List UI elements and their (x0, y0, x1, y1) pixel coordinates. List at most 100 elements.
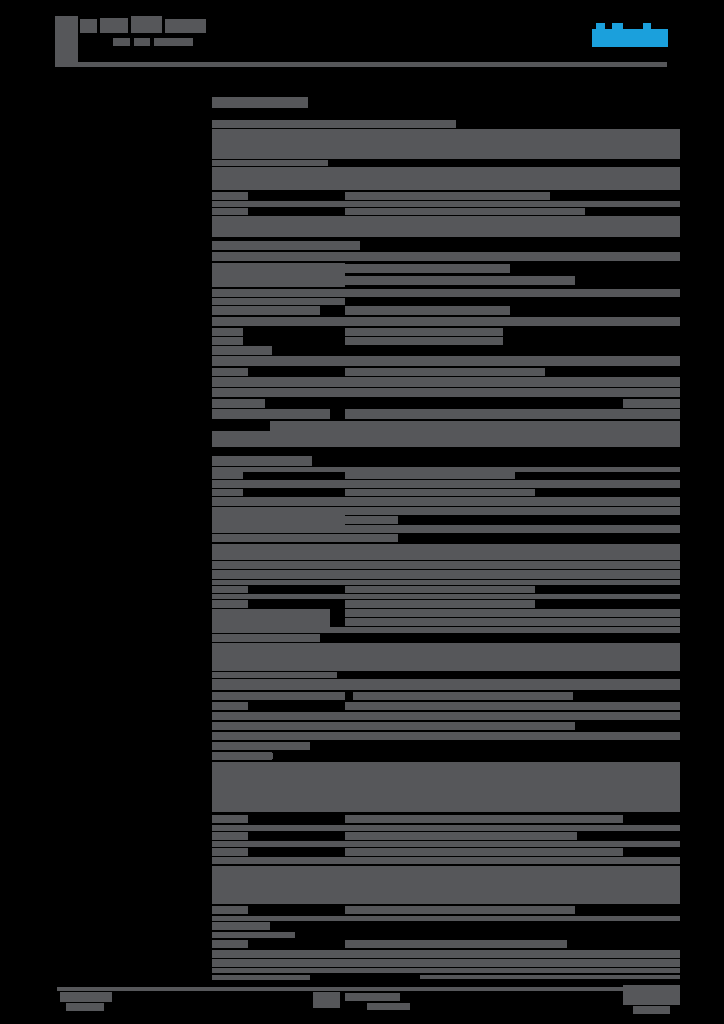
spec-row-bar (212, 377, 680, 387)
spec-row-bar (212, 712, 680, 720)
spec-label-bar (212, 672, 337, 678)
spec-row-bar (212, 570, 680, 579)
spec-row-bar (212, 732, 680, 740)
spec-label-bar (212, 192, 248, 200)
spec-row-bar (212, 968, 680, 973)
spec-row-bar (212, 679, 680, 690)
spec-value-bar (345, 368, 545, 376)
spec-row-bar (212, 841, 680, 847)
spec-value-bar (345, 264, 510, 273)
spec-label-bar (212, 940, 248, 948)
spec-value-bar (345, 940, 567, 948)
spec-row-bar (212, 356, 680, 366)
spec-label-bar (212, 848, 248, 856)
spec-value-bar (345, 906, 575, 914)
spec-label-bar (212, 409, 330, 419)
product-thumbnail-block (55, 16, 78, 62)
spec-value-bar (345, 208, 585, 215)
spec-row-bar (212, 950, 680, 958)
spec-value-bar (353, 692, 573, 700)
spec-label-bar (212, 263, 345, 287)
product-subtitle-word (113, 38, 130, 46)
paragraph-block-bar (212, 762, 680, 812)
section-heading-bar (212, 752, 272, 760)
spec-label-bar (212, 306, 320, 315)
product-title-word (80, 19, 97, 33)
spec-row-bar (212, 317, 680, 326)
spec-label-bar (212, 472, 243, 479)
hager-logo-part (596, 23, 605, 30)
spec-label-bar (212, 507, 345, 533)
spec-value-bar (345, 276, 575, 285)
spec-value-bar (345, 586, 535, 593)
spec-label-bar (212, 534, 398, 542)
spec-row-bar (212, 388, 680, 397)
spec-value-bar (345, 192, 550, 200)
spec-row-bar (212, 480, 680, 488)
paragraph-block-bar (212, 216, 680, 237)
spec-label-bar (212, 815, 248, 823)
spec-row-bar (212, 289, 680, 297)
spec-value-bar (345, 409, 680, 419)
spec-value-bar (345, 832, 577, 840)
spec-value-bar (345, 702, 680, 710)
spec-label-bar (212, 702, 248, 710)
spec-value-bar (623, 399, 680, 408)
header-rule (55, 62, 667, 67)
footer-page-info-bar (623, 985, 680, 1005)
footer-page-info-bar (633, 1006, 670, 1014)
paragraph-line-bar (212, 120, 456, 128)
spec-value-bar (345, 328, 503, 336)
spec-label-bar (212, 368, 248, 376)
paragraph-block-bar (212, 431, 680, 447)
list-bullet (267, 753, 273, 759)
spec-row-bar (212, 825, 680, 831)
spec-value-bar (345, 525, 680, 533)
spec-label-bar (212, 337, 243, 345)
spec-row-bar (212, 252, 680, 261)
spec-row-bar (212, 561, 680, 569)
spec-value-bar (345, 815, 623, 823)
product-title-word (100, 18, 128, 33)
spec-row-bar (212, 857, 680, 864)
spec-label-bar (212, 906, 248, 914)
spec-value-bar (345, 472, 515, 479)
footer-center-text-bar (367, 1003, 410, 1010)
spec-value-bar (345, 722, 575, 730)
product-subtitle-word (154, 38, 193, 46)
section-heading-bar (212, 456, 312, 466)
spec-row-bar (212, 497, 680, 506)
section-heading-bar (212, 97, 308, 108)
spec-label-bar (212, 600, 248, 608)
spec-label-bar (212, 975, 310, 980)
hager-logo-part (592, 29, 668, 47)
spec-row-bar (212, 467, 680, 472)
footer-left-text-bar (66, 1003, 104, 1011)
footer-left-text-bar (60, 992, 112, 1002)
section-heading-bar (212, 922, 270, 930)
spec-label-bar (212, 489, 243, 496)
spec-label-bar (212, 722, 345, 730)
spec-value-bar (345, 600, 535, 608)
spec-label-bar (212, 742, 310, 750)
spec-label-bar (212, 399, 265, 408)
product-title-word (131, 16, 162, 33)
spec-value-bar (345, 516, 398, 524)
spec-value-bar (420, 975, 680, 979)
product-subtitle-word (134, 38, 150, 46)
paragraph-block-bar (212, 167, 680, 190)
paragraph-line-bar (212, 160, 328, 166)
spec-label-bar (212, 832, 248, 840)
spec-label-bar (212, 586, 248, 593)
spec-value-bar (345, 337, 503, 345)
paragraph-block-bar (212, 866, 680, 904)
spec-row-bar (212, 594, 680, 599)
spec-value-bar (345, 848, 623, 856)
product-title-word (165, 19, 206, 33)
spec-label-bar (212, 241, 360, 250)
spec-row-bar (212, 627, 680, 633)
spec-row-bar (212, 580, 680, 585)
footer-rule (57, 987, 625, 991)
spec-value-bar (345, 306, 510, 315)
spec-value-bar (345, 618, 680, 626)
